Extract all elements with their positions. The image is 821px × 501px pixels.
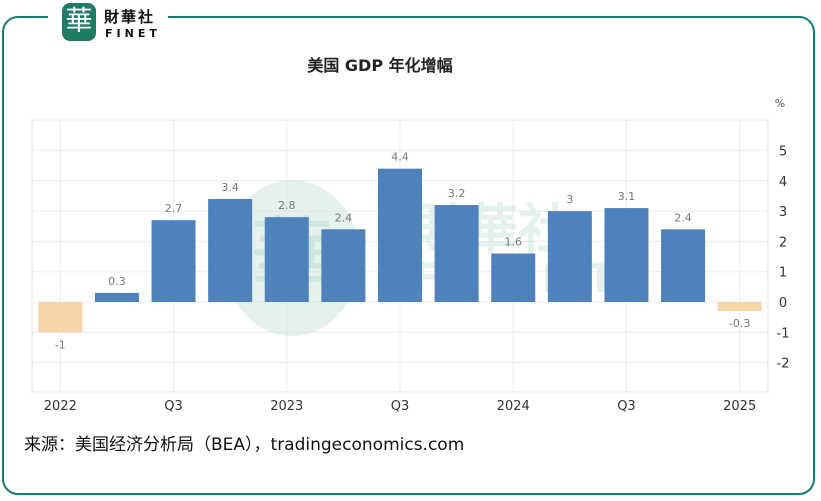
bar-value-label: 3.1 [618, 190, 636, 203]
y-tick-label: -2 [777, 357, 790, 372]
bar [38, 302, 83, 333]
bar [434, 205, 479, 302]
y-tick-label: 1 [779, 266, 787, 281]
x-tick-label: 2023 [270, 399, 303, 414]
chart-title: 美国 GDP 年化增幅 [307, 56, 453, 75]
bar-value-label: -1 [55, 338, 66, 351]
bar-value-label: 3.2 [448, 187, 466, 200]
bar-value-label: 3.4 [221, 181, 239, 194]
bar-value-label: 2.4 [674, 211, 692, 224]
bar-value-label: 0.3 [108, 275, 126, 288]
x-tick-label: 2024 [497, 399, 530, 414]
svg-text:財華社: 財華社 [410, 198, 572, 261]
bar [661, 229, 706, 302]
bar-value-label: 2.8 [278, 199, 296, 212]
bar-value-label: 2.4 [335, 211, 353, 224]
y-tick-label: 2 [779, 235, 787, 250]
logo-name-cn: 財華社 [104, 8, 156, 26]
bar-value-label: 2.7 [165, 202, 183, 215]
x-tick-label: Q3 [391, 399, 410, 414]
bar-value-label: 4.4 [391, 151, 409, 164]
bar [491, 253, 536, 302]
bar [378, 168, 422, 302]
bar-value-label: -0.3 [729, 317, 750, 330]
logo-name-en: FINET [105, 27, 161, 40]
y-tick-label: 5 [779, 145, 787, 160]
bar-value-label: 1.6 [504, 236, 522, 249]
bar [151, 220, 196, 302]
x-tick-label: Q3 [164, 399, 183, 414]
bar [321, 229, 366, 302]
bar [604, 208, 649, 302]
bar [264, 217, 309, 302]
x-tick-label: 2025 [723, 399, 756, 414]
finet-logo-seal: 華 [62, 3, 96, 41]
bar-value-label: 3 [566, 193, 573, 206]
bar [547, 211, 592, 302]
y-tick-label: 0 [779, 296, 787, 311]
bar [208, 198, 253, 302]
bar [717, 302, 762, 312]
x-tick-label: 2022 [44, 399, 77, 414]
x-tick-label: Q3 [617, 399, 636, 414]
y-unit-label: % [775, 97, 785, 110]
y-tick-label: 3 [779, 205, 787, 220]
bar [94, 292, 139, 302]
source-note: 来源：美国经济分析局（BEA），tradingeconomics.com [24, 435, 465, 455]
y-tick-label: 4 [779, 175, 787, 190]
y-tick-label: -1 [777, 326, 790, 341]
